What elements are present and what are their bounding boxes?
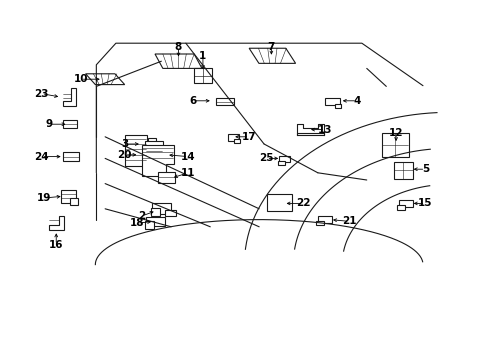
Bar	[63, 152, 79, 161]
Bar	[398, 200, 412, 207]
Bar	[147, 138, 155, 142]
Bar	[381, 133, 408, 157]
Polygon shape	[155, 54, 202, 68]
Polygon shape	[85, 74, 124, 85]
Bar	[61, 190, 76, 202]
Text: 20: 20	[117, 150, 132, 160]
Text: 8: 8	[175, 42, 182, 52]
Bar	[233, 139, 239, 143]
Text: 1: 1	[199, 51, 206, 61]
Text: 13: 13	[317, 125, 332, 135]
Polygon shape	[62, 88, 76, 106]
Text: 7: 7	[267, 42, 275, 52]
Text: 11: 11	[181, 168, 195, 178]
Text: 2: 2	[138, 211, 145, 221]
Text: 24: 24	[34, 152, 49, 162]
Bar	[157, 172, 175, 183]
Text: 25: 25	[259, 153, 273, 163]
Bar	[278, 156, 290, 162]
Text: 17: 17	[242, 132, 256, 142]
Bar	[318, 216, 331, 223]
Polygon shape	[142, 145, 173, 176]
Polygon shape	[124, 135, 161, 166]
Text: 14: 14	[181, 152, 195, 162]
Bar	[145, 141, 162, 161]
Polygon shape	[249, 48, 295, 63]
Bar	[152, 203, 170, 214]
Text: 10: 10	[73, 74, 88, 84]
Bar	[393, 162, 412, 179]
Text: 6: 6	[189, 96, 196, 106]
Text: 23: 23	[34, 89, 49, 99]
Text: 3: 3	[121, 139, 128, 149]
Bar	[70, 198, 78, 205]
Text: 18: 18	[129, 218, 144, 228]
Text: 16: 16	[49, 240, 63, 250]
Bar	[145, 221, 154, 229]
Text: 22: 22	[295, 198, 310, 208]
Bar	[335, 104, 341, 108]
Text: 9: 9	[45, 119, 52, 129]
Bar	[193, 68, 212, 83]
Text: 12: 12	[388, 128, 403, 138]
Bar	[396, 205, 404, 210]
Polygon shape	[296, 133, 324, 135]
Text: 5: 5	[421, 164, 428, 174]
Text: 15: 15	[417, 198, 432, 208]
Bar	[324, 98, 340, 105]
Bar	[267, 194, 291, 211]
Bar	[228, 134, 239, 141]
Bar	[215, 98, 234, 105]
Polygon shape	[49, 216, 63, 230]
Bar	[278, 161, 285, 165]
Text: 19: 19	[37, 193, 51, 203]
Bar	[316, 221, 324, 225]
Bar	[63, 120, 77, 128]
Bar	[141, 140, 154, 148]
Bar	[146, 217, 164, 226]
Bar	[151, 208, 160, 216]
Text: 4: 4	[352, 96, 360, 106]
Text: 21: 21	[342, 216, 356, 226]
Bar	[164, 210, 175, 216]
